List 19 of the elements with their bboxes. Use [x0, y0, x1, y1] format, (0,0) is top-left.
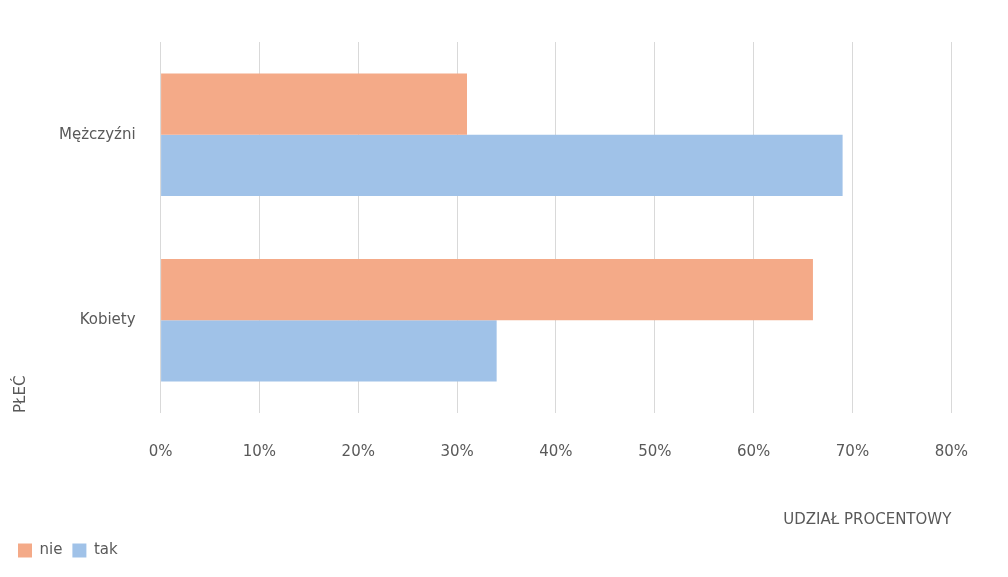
bar: [161, 73, 467, 135]
x-tick-label: 0%: [148, 441, 173, 460]
bar: [161, 134, 843, 196]
legend-label: nie: [39, 540, 63, 559]
x-tick-label: 80%: [934, 441, 968, 460]
legend-label: tak: [93, 540, 118, 559]
x-tick-label: 60%: [736, 441, 771, 460]
x-tick-label: 70%: [835, 441, 870, 460]
x-tick-label: 50%: [638, 441, 672, 460]
y-tick-label: Kobiety: [79, 310, 136, 329]
x-tick-label: 40%: [539, 441, 573, 460]
x-tick-label: 30%: [440, 441, 474, 460]
y-tick-label: Mężczyźni: [59, 124, 136, 143]
y-axis-title: PŁEĆ: [9, 375, 29, 413]
bar: [161, 259, 813, 321]
x-tick-label: 10%: [242, 441, 277, 460]
x-tick-label: 20%: [341, 441, 375, 460]
x-axis-title: UDZIAŁ PROCENTOWY: [783, 509, 953, 528]
bar: [161, 320, 497, 382]
